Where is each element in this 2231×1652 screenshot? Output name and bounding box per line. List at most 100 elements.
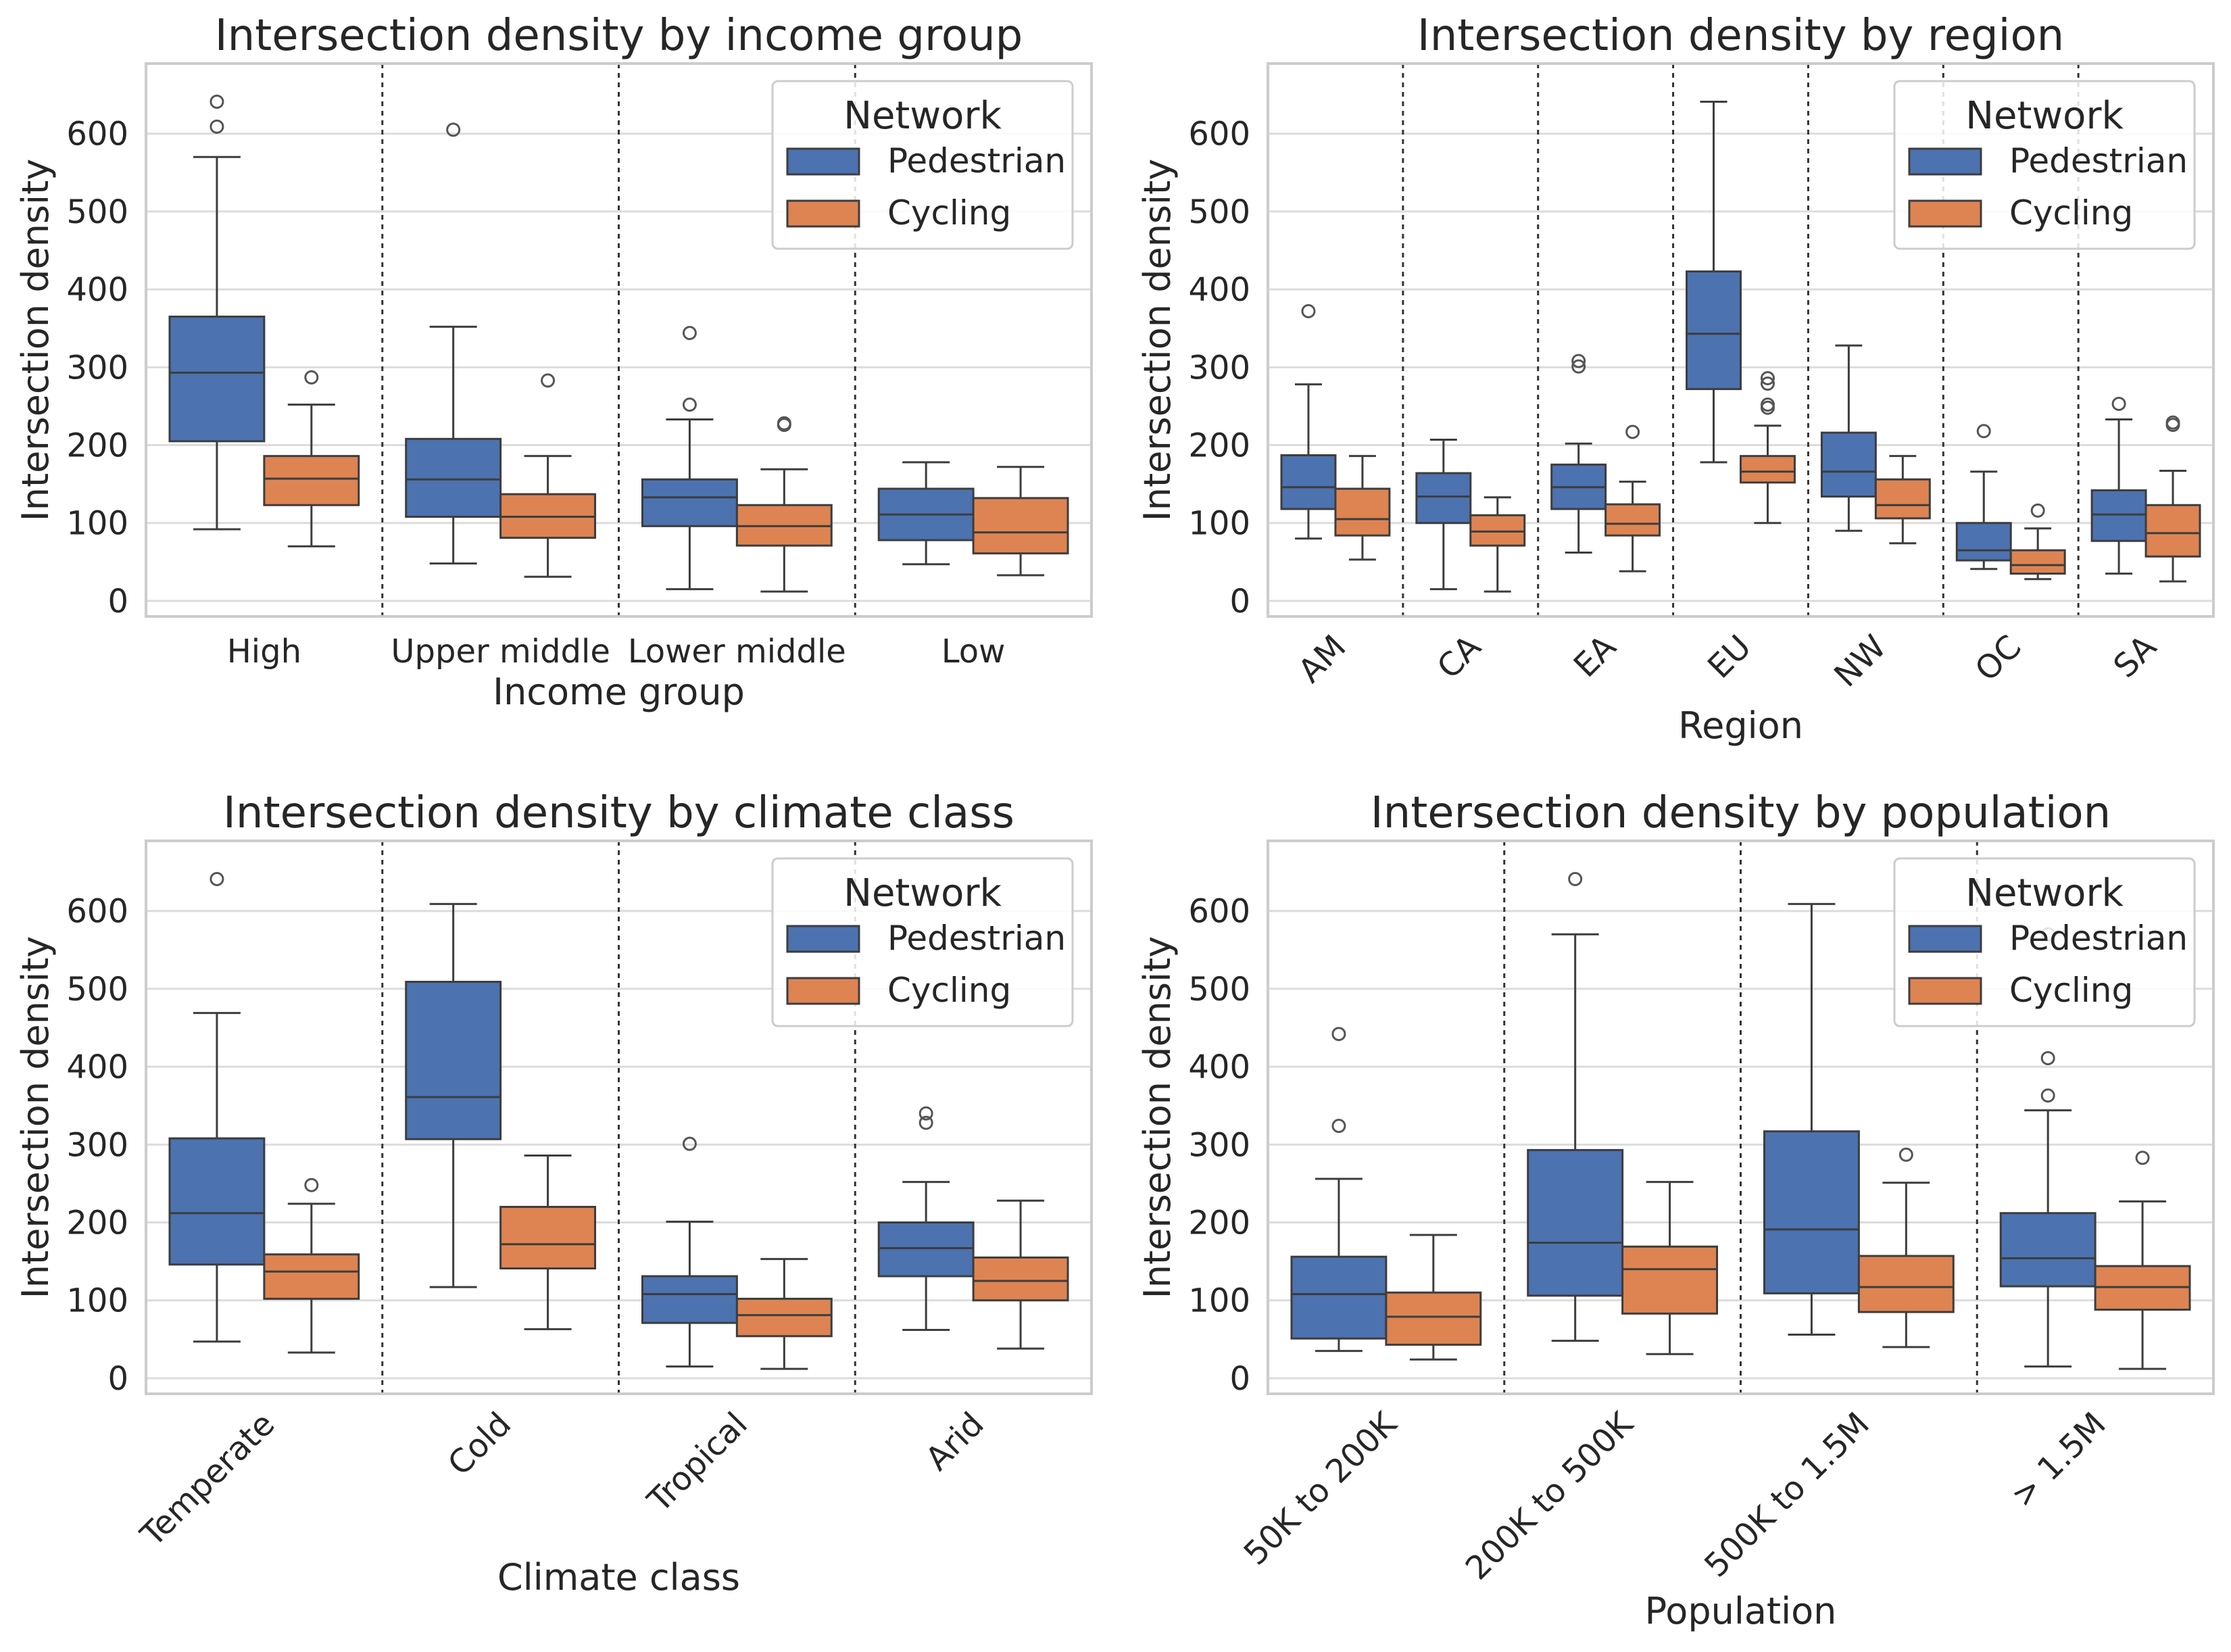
x-axis-label: Population <box>1645 1590 1837 1632</box>
x-tick-label: > 1.5M <box>2004 1405 2113 1515</box>
legend-label-cycling: Cycling <box>2009 971 2133 1010</box>
chart-panel-1: 0 100 200 300 400 500 600 High Upper middle Lower… <box>14 11 1093 713</box>
box-iqr <box>1385 1291 1482 1346</box>
outlier-point <box>682 326 697 341</box>
box-iqr <box>1857 1255 1955 1313</box>
outlier-point <box>1760 397 1775 412</box>
box-pedestrian-1 <box>1415 438 1472 591</box>
outlier-point <box>777 416 791 431</box>
box-cycling-0 <box>1385 1234 1482 1361</box>
box-iqr <box>1686 270 1742 391</box>
y-tick-label: 0 <box>1229 1360 1250 1398</box>
outlier-point <box>1976 424 1991 439</box>
box-pedestrian-2 <box>1763 902 1860 1336</box>
box-cycling-4 <box>1874 455 1931 545</box>
x-tick-label: Low <box>941 633 1006 671</box>
box-iqr <box>877 1221 975 1278</box>
chart-title: Intersection density by climate class <box>223 788 1014 838</box>
outlier-point <box>918 1115 933 1130</box>
outlier-point <box>304 370 319 385</box>
y-tick-label: 300 <box>1188 1126 1250 1164</box>
y-tick-label: 100 <box>1188 1282 1250 1320</box>
y-tick-label: 400 <box>1188 271 1250 309</box>
box-pedestrian-0 <box>1280 303 1337 540</box>
y-tick-label: 500 <box>66 193 128 231</box>
y-tick-label: 600 <box>66 893 128 931</box>
outlier-point <box>2040 1088 2055 1103</box>
box-pedestrian-3 <box>1686 100 1742 464</box>
x-tick-label: Tropical <box>640 1405 755 1520</box>
box-pedestrian-3 <box>877 461 975 566</box>
box-cycling-1 <box>1621 1181 1719 1355</box>
outlier-point <box>2135 1150 2150 1165</box>
x-tick-label: AM <box>1291 628 1353 690</box>
x-tick-label: NW <box>1827 628 1894 695</box>
legend-swatch-pedestrian <box>786 925 860 953</box>
y-axis-label: Intersection density <box>1136 159 1179 521</box>
x-tick-label: Lower middle <box>628 633 846 671</box>
box-iqr <box>405 981 502 1140</box>
box-iqr <box>972 1256 1069 1302</box>
box-iqr <box>2144 504 2201 558</box>
box-pedestrian-1 <box>405 122 502 565</box>
chart-panel-3: 0 100 200 300 400 500 600 Temperate Cold Tropical… <box>14 788 1093 1599</box>
legend-label-pedestrian: Pedestrian <box>2009 141 2188 180</box>
x-tick-label: SA <box>2107 628 2164 685</box>
y-tick-label: 500 <box>1188 193 1250 231</box>
x-axis-label: Income group <box>493 671 745 713</box>
box-cycling-5 <box>2009 503 2066 581</box>
outlier-point <box>210 94 224 109</box>
box-pedestrian-2 <box>1550 354 1607 554</box>
box-pedestrian-1 <box>405 902 502 1288</box>
box-iqr <box>1763 1130 1860 1294</box>
legend-swatch-pedestrian <box>1908 925 1982 953</box>
legend-swatch-pedestrian <box>786 147 860 176</box>
outlier-point <box>446 122 461 137</box>
box-cycling-1 <box>499 1154 597 1330</box>
box-iqr <box>1820 431 1877 498</box>
outlier-point <box>1331 1119 1346 1134</box>
outlier-point <box>1760 370 1775 385</box>
legend-title: Network <box>843 871 1002 915</box>
box-cycling-2 <box>735 416 833 593</box>
x-axis-label: Climate class <box>497 1556 740 1599</box>
legend-swatch-cycling <box>1908 977 1982 1005</box>
box-iqr <box>2090 489 2147 542</box>
x-axis-label: Region <box>1678 704 1803 747</box>
outlier-point <box>1571 359 1586 374</box>
box-pedestrian-4 <box>1820 344 1877 532</box>
legend-swatch-pedestrian <box>1908 147 1982 176</box>
box-iqr <box>972 497 1069 555</box>
outlier-point <box>2040 1050 2055 1065</box>
box-cycling-1 <box>1469 496 1526 593</box>
y-tick-label: 100 <box>66 505 128 543</box>
legend-label-cycling: Cycling <box>887 971 1011 1010</box>
y-tick-label: 100 <box>1188 505 1250 543</box>
box-cycling-3 <box>972 1199 1069 1350</box>
outlier-point <box>682 397 697 412</box>
y-tick-label: 0 <box>107 583 128 621</box>
box-iqr <box>641 1275 738 1324</box>
x-tick-label: EA <box>1567 628 1623 685</box>
outlier-point <box>210 119 224 134</box>
chart-panel-4: 0 100 200 300 400 500 600 50K to 200K 200K to 50… <box>1136 788 2215 1632</box>
box-cycling-6 <box>2144 415 2201 583</box>
box-pedestrian-0 <box>168 94 266 531</box>
box-iqr <box>405 437 502 518</box>
x-tick-label: CA <box>1430 628 1489 687</box>
box-iqr <box>1604 503 1661 537</box>
box-cycling-1 <box>499 373 597 578</box>
box-cycling-0 <box>263 370 360 548</box>
outlier-point <box>682 1136 697 1151</box>
box-iqr <box>1999 1212 2097 1288</box>
box-iqr <box>1955 522 2012 562</box>
legend-title: Network <box>1965 94 2124 138</box>
outlier-point <box>304 1177 319 1192</box>
outlier-point <box>2111 396 2126 411</box>
axes-frame <box>1267 840 2215 1395</box>
legend-label-pedestrian: Pedestrian <box>2009 919 2188 958</box>
y-axis-label: Intersection density <box>14 159 57 521</box>
x-tick-label: Upper middle <box>391 633 610 671</box>
